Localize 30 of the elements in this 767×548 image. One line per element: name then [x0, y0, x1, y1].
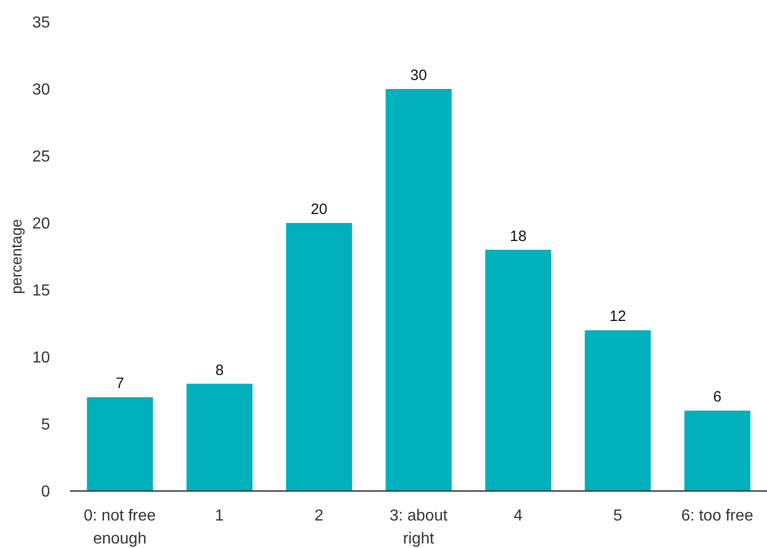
x-tick-label: 6: too free: [681, 507, 754, 524]
bar: [684, 410, 750, 491]
bar: [386, 89, 452, 491]
bar: [584, 330, 651, 491]
data-label: 18: [510, 228, 527, 245]
data-label: 8: [215, 362, 224, 379]
bar: [186, 384, 252, 491]
bar: [485, 250, 552, 491]
y-tick-label: 15: [32, 282, 50, 300]
y-tick-label: 0: [41, 484, 50, 501]
y-tick-label: 10: [32, 350, 50, 367]
data-label: 6: [713, 388, 722, 406]
bar: [86, 397, 153, 491]
data-label: 20: [310, 201, 328, 218]
data-label: 12: [609, 308, 626, 326]
y-tick-label: 25: [32, 148, 50, 166]
y-tick-label: 20: [32, 216, 50, 233]
y-tick-label: 5: [41, 416, 50, 434]
y-tick-label: 35: [32, 14, 50, 32]
bar: [286, 223, 352, 491]
x-tick-label: 5: [613, 507, 622, 524]
data-label: 7: [116, 375, 124, 392]
x-tick-label: 3: about right: [390, 507, 448, 548]
x-tick-label: 2: [314, 507, 324, 524]
x-tick-label: 4: [514, 507, 523, 524]
y-axis-title: percentage: [8, 218, 26, 294]
data-label: 30: [410, 67, 427, 84]
y-tick-label: 30: [32, 82, 50, 99]
x-tick-label: 1: [214, 507, 224, 524]
x-tick-label: 0: not free enough: [84, 507, 156, 548]
